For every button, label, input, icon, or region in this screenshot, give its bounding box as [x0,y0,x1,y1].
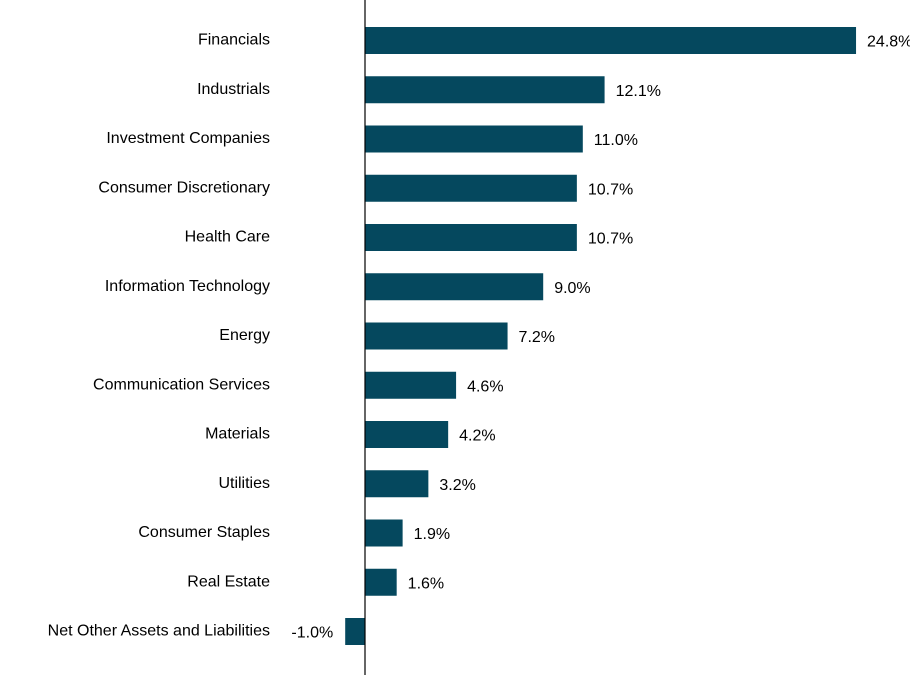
category-label: Industrials [197,81,270,98]
value-label: 9.0% [554,280,590,297]
value-label: 7.2% [519,329,555,346]
category-labels-group: Financials Industrials Investment Companie… [48,32,270,640]
bars-group [345,27,857,645]
bar-4 [365,224,577,251]
value-label: 24.8% [867,34,910,51]
value-labels-group: 24.8% 12.1% 11.0% 10.7% 10.7% 9.0% 7.2% 4.6% 4.2… [291,34,910,642]
category-label: Health Care [185,229,270,246]
category-label: Materials [205,426,270,443]
category-label: Communication Services [93,376,270,393]
bar-8 [365,421,449,448]
bar-1 [365,76,605,104]
bar-11 [365,568,397,596]
bar-0 [365,27,857,54]
bar-7 [365,371,457,399]
category-label: Net Other Assets and Liabilities [48,623,270,640]
bar-10 [365,519,403,547]
bar-2 [365,125,583,153]
value-label: 4.6% [467,378,503,395]
value-label: -1.0% [291,625,333,642]
bar-12 [345,618,365,645]
category-label: Information Technology [105,278,270,295]
category-label: Financials [198,32,270,49]
category-label: Energy [219,327,270,344]
value-label: 3.2% [439,477,475,494]
value-label: 1.6% [408,575,444,592]
value-label: 4.2% [459,428,495,445]
category-label: Real Estate [187,573,270,590]
category-label: Consumer Discretionary [98,179,270,196]
value-label: 1.9% [414,526,450,543]
category-label: Utilities [218,475,270,492]
bar-6 [365,322,508,350]
value-label: 12.1% [616,83,661,100]
value-label: 10.7% [588,181,633,198]
value-label: 10.7% [588,231,633,248]
category-label: Consumer Staples [138,524,270,541]
value-label: 11.0% [594,132,638,149]
bar-3 [365,174,577,202]
category-label: Investment Companies [106,130,270,147]
bar-5 [365,273,544,301]
bar-9 [365,470,429,498]
